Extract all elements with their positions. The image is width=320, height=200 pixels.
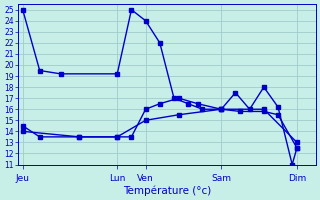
X-axis label: Température (°c): Température (°c) [123,185,211,196]
